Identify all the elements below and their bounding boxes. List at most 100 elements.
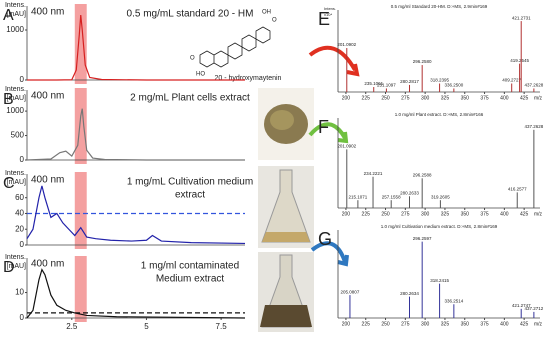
panel-letter: D [3, 259, 15, 276]
structure [199, 26, 271, 68]
x-tick-label: 250 [381, 211, 390, 217]
structure-label: O [190, 56, 195, 62]
x-tick-label: 400 [500, 321, 509, 327]
panel-letter: C [3, 175, 15, 192]
y-tick-label: 10 [15, 288, 24, 297]
x-tick-label: 425 [520, 95, 529, 101]
x-tick-label: 300 [421, 211, 430, 217]
y-axis-label: [mAU] [7, 95, 27, 102]
panel-letter: E [318, 9, 330, 29]
peak-label: 296.2597 [413, 236, 432, 241]
y-axis-label: [mAU] [7, 11, 27, 18]
peak-label: 318.2395 [430, 78, 449, 83]
y-axis-label: Intens. [5, 86, 26, 93]
x-axis-label: m/z [534, 95, 543, 101]
x-tick-label: 2.5 [66, 322, 78, 331]
arrow-head [337, 254, 349, 267]
wavelength: 400 nm [31, 175, 64, 186]
wavelength: 400 nm [31, 7, 64, 18]
arrow [308, 45, 357, 72]
highlight-band [74, 172, 87, 249]
photo-flask-contaminated [258, 252, 314, 332]
y-tick-label: 500 [11, 131, 25, 140]
peak-label: 437.2712 [524, 306, 543, 311]
x-tick-label: 200 [342, 321, 351, 327]
trace [27, 14, 245, 81]
x-tick-label: 250 [381, 321, 390, 327]
y-tick-label: 0 [20, 75, 25, 84]
trace [26, 185, 246, 245]
y-tick-label: 60 [15, 193, 24, 202]
x-tick-label: 225 [362, 321, 371, 327]
x-tick-label: 400 [500, 211, 509, 217]
arrow [308, 122, 347, 140]
x-tick-label: 300 [421, 321, 430, 327]
y-axis-label: Intens. [5, 254, 26, 261]
x-tick-label: 350 [461, 95, 470, 101]
x-tick-label: 5 [144, 322, 149, 331]
y-axis-label: x10⁴ [324, 12, 332, 17]
x-tick-label: 425 [520, 321, 529, 327]
spectrum-header: 0.5 mg/ml Standard 20-HM. D:+MS, 2.9min#… [391, 4, 488, 9]
sample-label: 1 mg/mL Cultivation medium [127, 177, 253, 188]
x-axis-label: m/z [534, 211, 543, 217]
x-tick-label: 375 [480, 211, 489, 217]
x-tick-label: 400 [500, 95, 509, 101]
peak-label: 319.2605 [431, 194, 450, 199]
peak-label: 205.0807 [341, 289, 360, 294]
peak-label: 251.1097 [377, 83, 396, 88]
y-tick-label: 40 [15, 209, 24, 218]
peak-label: 421.2731 [512, 15, 531, 20]
wavelength: 400 nm [31, 259, 64, 270]
peak-label: 257.1558 [382, 194, 401, 199]
x-tick-label: 275 [401, 95, 410, 101]
x-tick-label: 350 [461, 321, 470, 327]
peak-label: 235.1061 [364, 81, 383, 86]
x-tick-label: 225 [362, 95, 371, 101]
peak-label: 336.2500 [444, 83, 463, 88]
trace [26, 108, 245, 161]
panel-letter: B [3, 91, 14, 108]
x-tick-label: 300 [421, 95, 430, 101]
peak-label: 409.2727 [502, 78, 521, 83]
sample-label: 2 mg/mL Plant cells extract [130, 93, 250, 104]
y-tick-label: 1000 [6, 106, 24, 115]
structure-label: O [272, 18, 277, 24]
arrow [310, 241, 347, 263]
peak-label: 201.0902 [337, 144, 356, 149]
x-tick-label: 325 [441, 211, 450, 217]
x-tick-label: 425 [520, 211, 529, 217]
y-axis-label: Intens. [324, 6, 336, 11]
y-axis-label: [mAU] [7, 263, 27, 270]
peak-label: 280.2634 [400, 291, 419, 296]
panel-letter: A [3, 7, 14, 24]
x-tick-label: 350 [461, 211, 470, 217]
trace [26, 268, 246, 319]
x-tick-label: 275 [401, 211, 410, 217]
x-tick-label: 225 [362, 211, 371, 217]
peak-label: 437.2628 [524, 124, 543, 129]
panel-letter: G [318, 229, 332, 249]
photo-flask-medium [258, 166, 314, 248]
x-tick-label: 275 [401, 321, 410, 327]
structure-label: OH [262, 10, 271, 16]
peak-label: 234.2221 [364, 171, 383, 176]
structure-name: 20 - hydroxymaytenin [215, 75, 282, 82]
sample-label: 1 mg/ml contaminated [141, 261, 239, 272]
peak-label: 280.2633 [400, 190, 419, 195]
arrow-head [337, 131, 349, 144]
peak-label: 416.2577 [508, 187, 527, 192]
peak-label: 421.2747 [512, 303, 531, 308]
wavelength: 400 nm [31, 91, 64, 102]
y-axis-label: [mAU] [7, 179, 27, 186]
peak-label: 296.2588 [413, 172, 432, 177]
x-tick-label: 200 [342, 95, 351, 101]
x-tick-label: 375 [480, 321, 489, 327]
y-tick-label: 0 [20, 313, 25, 322]
x-axis-label: m/z [534, 321, 543, 327]
photo-callus [258, 88, 314, 160]
peak-label: 419.2545 [510, 58, 529, 63]
highlight-band [74, 256, 87, 322]
y-tick-label: 0 [20, 155, 25, 164]
